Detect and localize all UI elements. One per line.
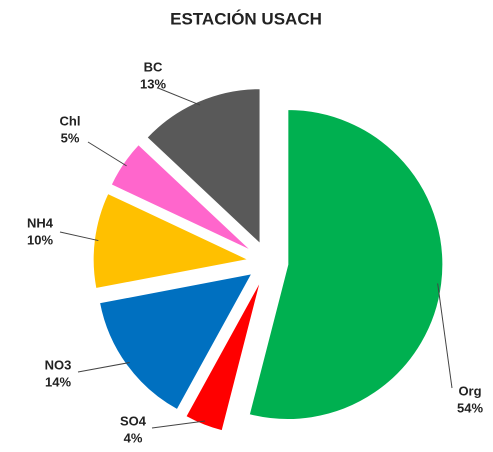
slice-label: SO4 — [120, 413, 147, 428]
leader-line — [151, 420, 206, 429]
slice-value: 4% — [124, 430, 143, 445]
slice-value: 10% — [27, 232, 53, 247]
slice-value: 13% — [140, 76, 166, 91]
slice-label: BC — [144, 59, 163, 74]
pie-slice — [98, 273, 253, 411]
slice-label: NH4 — [27, 215, 54, 230]
leader-line — [77, 362, 130, 373]
slice-value: 5% — [61, 130, 80, 145]
slice-label: Chl — [60, 113, 81, 128]
leader-line — [59, 231, 99, 242]
leader-line — [157, 87, 201, 106]
pie-slice — [146, 88, 261, 245]
slice-label: NO3 — [45, 357, 72, 372]
pie-slice — [185, 280, 262, 432]
leader-line — [437, 283, 453, 389]
pie-slice — [248, 109, 444, 420]
slice-label: Org — [458, 383, 481, 398]
slice-value: 54% — [457, 400, 483, 415]
slice-value: 14% — [45, 374, 71, 389]
leader-line — [87, 141, 127, 167]
chart-title: ESTACIÓN USACH — [170, 9, 322, 28]
